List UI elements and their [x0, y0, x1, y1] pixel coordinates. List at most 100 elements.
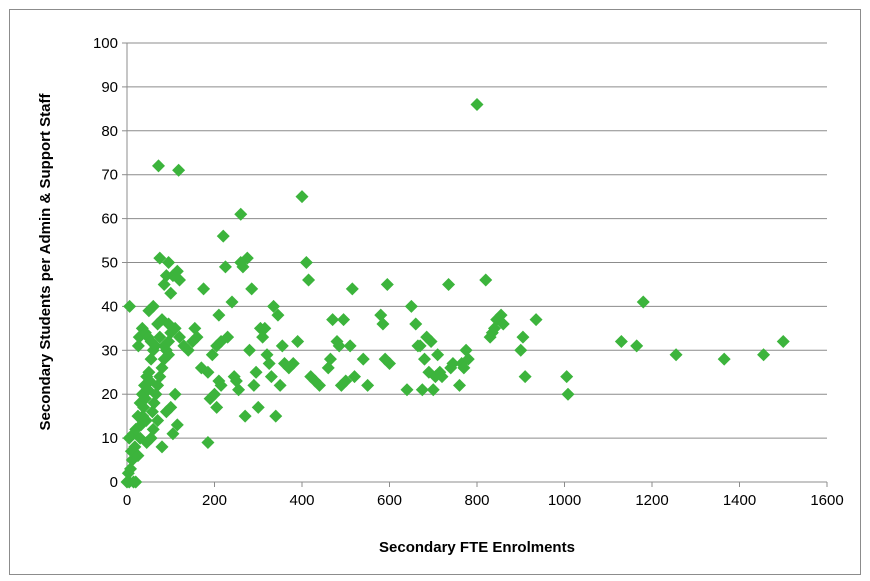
data-point: [413, 339, 427, 353]
y-tick-label: 10: [101, 430, 118, 447]
x-tick-label: 600: [377, 492, 402, 509]
data-point: [313, 378, 326, 392]
y-tick-label: 50: [101, 255, 118, 272]
data-point: [453, 378, 466, 392]
data-point: [208, 387, 221, 401]
data-point: [717, 352, 731, 366]
data-point: [162, 256, 176, 269]
data-point: [494, 308, 508, 322]
x-tick-label: 200: [202, 492, 227, 509]
data-point: [496, 317, 510, 331]
data-point: [383, 356, 396, 370]
data-point: [286, 356, 300, 370]
data-point: [256, 330, 270, 344]
axes: [122, 42, 828, 487]
y-tick-label: 20: [101, 386, 118, 403]
data-point: [147, 396, 161, 410]
data-point: [348, 370, 361, 384]
y-tick-label: 70: [101, 167, 118, 184]
data-point: [514, 343, 528, 357]
data-point: [245, 282, 259, 296]
data-point: [218, 260, 232, 274]
data-point: [144, 352, 158, 366]
data-point: [146, 422, 160, 436]
x-tick-label: 1400: [723, 492, 756, 509]
data-point: [234, 256, 248, 269]
data-point: [488, 321, 501, 335]
data-point: [415, 383, 429, 397]
x-tick-label: 400: [289, 492, 314, 509]
data-point: [630, 339, 644, 353]
y-axis-title: Secondary Students per Admin & Support S…: [37, 93, 54, 431]
data-point: [142, 365, 156, 379]
x-axis-title: Secondary FTE Enrolments: [379, 539, 575, 556]
data-point: [131, 449, 145, 463]
data-point: [757, 348, 771, 362]
data-point: [636, 295, 650, 309]
x-tick-label: 1200: [635, 492, 668, 509]
data-point: [170, 418, 184, 432]
y-tick-label: 60: [101, 211, 118, 228]
data-point: [249, 365, 263, 379]
data-point: [170, 264, 184, 278]
data-point: [139, 414, 153, 428]
x-tick-label: 1000: [548, 492, 581, 509]
y-tick-label: 40: [101, 298, 118, 315]
data-point: [145, 405, 159, 419]
data-point: [123, 299, 137, 313]
data-point: [162, 348, 176, 362]
data-point: [459, 343, 473, 357]
data-point: [356, 352, 370, 366]
data-point: [470, 97, 484, 111]
data-point: [152, 159, 165, 173]
y-tick-label: 90: [101, 79, 118, 96]
y-tick-label: 80: [101, 123, 118, 140]
y-tick-label: 30: [101, 342, 118, 359]
data-point: [374, 308, 388, 322]
data-point: [273, 378, 287, 392]
data-point: [157, 339, 171, 353]
y-tick-label: 100: [93, 35, 118, 52]
data-point: [221, 330, 235, 344]
data-point: [669, 348, 683, 362]
data-point: [776, 335, 790, 349]
data-point: [238, 409, 252, 423]
data-point: [155, 361, 169, 375]
data-point: [148, 339, 162, 353]
data-point: [426, 383, 440, 397]
data-point: [214, 378, 228, 392]
y-tick-label: 0: [110, 474, 118, 491]
data-point: [168, 387, 182, 401]
data-point: [153, 370, 167, 384]
data-point: [479, 273, 493, 287]
data-point: [151, 414, 165, 428]
data-point: [168, 321, 182, 335]
data-point: [614, 335, 628, 349]
data-point: [188, 321, 202, 335]
data-point: [166, 427, 180, 441]
data-point: [516, 330, 530, 344]
data-point: [343, 339, 357, 353]
data-point: [461, 352, 475, 366]
data-point: [260, 348, 274, 362]
chart-frame: [9, 9, 861, 575]
data-point: [529, 313, 543, 327]
data-point: [424, 335, 438, 349]
data-point: [264, 370, 278, 384]
data-point: [457, 361, 471, 375]
data-point: [291, 335, 305, 349]
data-point: [409, 317, 423, 331]
data-point: [275, 339, 289, 353]
data-point: [151, 378, 165, 392]
data-point: [137, 400, 151, 414]
data-point: [225, 295, 239, 309]
data-point: [155, 440, 169, 454]
data-point: [442, 277, 456, 291]
data-point: [153, 330, 167, 344]
x-tick-label: 1600: [810, 492, 843, 509]
data-point: [181, 343, 195, 357]
data-point: [302, 273, 316, 287]
data-point: [326, 313, 340, 327]
data-point: [337, 313, 351, 327]
data-point: [321, 361, 335, 375]
